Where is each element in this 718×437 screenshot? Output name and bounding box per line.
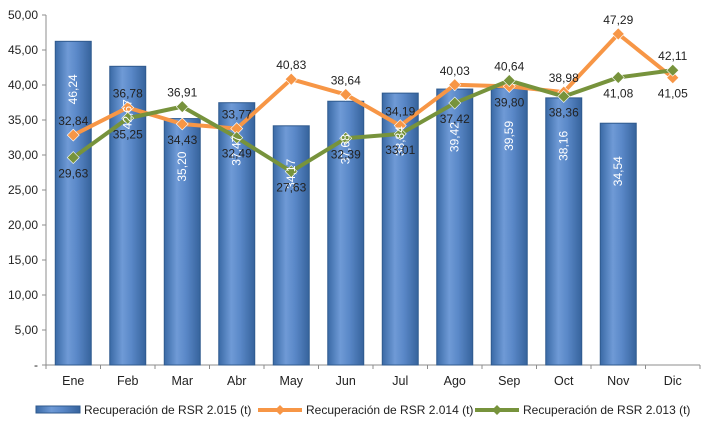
series-marker xyxy=(611,71,625,84)
line-data-label: 32,84 xyxy=(58,114,88,128)
line-data-label: 33,01 xyxy=(385,143,415,157)
series-marker xyxy=(339,131,353,145)
series-marker xyxy=(393,127,407,141)
x-tick-label: Nov xyxy=(607,374,630,388)
bar xyxy=(54,40,92,366)
series-marker xyxy=(230,131,244,144)
x-tick-label: Mar xyxy=(171,374,193,388)
legend-swatch xyxy=(35,405,81,414)
bar-data-label: 34,54 xyxy=(611,156,625,186)
series-marker xyxy=(175,117,189,131)
series-marker xyxy=(448,78,462,92)
bar-data-label: 42,67 xyxy=(121,99,135,129)
axes: - 5,00 10,00 15,00 20,00 25,00 30,00 35,00 40,00… xyxy=(8,8,701,388)
x-tick-label: Jun xyxy=(336,374,356,388)
bar-data-label: 37,47 xyxy=(230,135,244,165)
legend-marker xyxy=(492,405,502,415)
bar-data-label: 35,20 xyxy=(175,151,189,181)
line-data-label: 32,49 xyxy=(222,147,252,161)
line-data-label: 41,05 xyxy=(658,87,688,101)
line-data-label: 42,11 xyxy=(658,49,687,63)
x-tick-label: Dic xyxy=(664,374,682,388)
line-data-label: 40,64 xyxy=(494,60,524,74)
x-tick-label: Sep xyxy=(498,374,520,388)
line-data-label: 37,42 xyxy=(440,112,470,126)
y-tick-label: 10,00 xyxy=(8,288,38,302)
line-data-label: 38,36 xyxy=(549,105,579,119)
y-tick-label: 20,00 xyxy=(8,218,38,232)
bar xyxy=(545,97,583,366)
series-marker xyxy=(666,71,680,85)
line-data-label: 34,19 xyxy=(385,105,415,119)
x-tick-label: Oct xyxy=(554,374,574,388)
bar-data-label: 38,16 xyxy=(557,131,571,161)
line-data-label: 35,25 xyxy=(113,127,143,141)
series-marker xyxy=(611,27,625,41)
line-data-label: 41,08 xyxy=(603,86,633,100)
line-data-label: 38,64 xyxy=(331,74,361,88)
data-labels: 46,24 42,67 35,20 37,47 34,17 37,68 38,84 39,42… xyxy=(58,13,688,195)
series-marker xyxy=(175,100,189,114)
bar xyxy=(490,87,528,366)
bar-data-label: 34,17 xyxy=(284,158,298,188)
legend-label: Recuperación de RSR 2.013 (t) xyxy=(523,403,690,417)
x-tick-label: Ago xyxy=(444,374,466,388)
series-marker xyxy=(66,151,80,165)
y-tick-label: 25,00 xyxy=(8,183,38,197)
bar-data-label: 39,59 xyxy=(502,121,516,151)
series-line xyxy=(72,31,675,137)
series-marker xyxy=(284,165,298,179)
y-tick-label: 5,00 xyxy=(15,323,39,337)
x-tick-label: Feb xyxy=(117,374,139,388)
series-marker xyxy=(557,90,571,103)
line-data-label: 34,43 xyxy=(167,133,197,147)
bar xyxy=(599,122,637,366)
series-marker xyxy=(121,111,135,125)
x-tick-label: Ene xyxy=(62,374,84,388)
line-data-label: 29,63 xyxy=(58,167,88,181)
line-data-label: 38,98 xyxy=(549,71,579,85)
line-data-label: 36,91 xyxy=(167,86,197,100)
series-line xyxy=(72,68,674,174)
series-marker xyxy=(284,72,298,86)
line-data-label: 36,78 xyxy=(113,87,143,101)
line-data-label: 47,29 xyxy=(603,13,633,27)
line-data-label: 39,80 xyxy=(494,95,524,109)
series-marker xyxy=(339,88,353,101)
y-tick-label: 35,00 xyxy=(8,113,38,127)
legend-marker xyxy=(275,405,285,415)
line-data-label: 27,63 xyxy=(276,181,306,195)
y-tick-label: 30,00 xyxy=(8,148,38,162)
line-series xyxy=(66,27,680,179)
bar xyxy=(163,118,201,366)
y-tick-label: 45,00 xyxy=(8,43,38,57)
x-tick-label: May xyxy=(279,374,303,388)
x-tick-label: Jul xyxy=(392,374,408,388)
y-tick-label: - xyxy=(34,358,38,372)
bar-data-label: 39,42 xyxy=(448,122,462,152)
legend: Recuperación de RSR 2.015 (t) Recuperació… xyxy=(35,403,690,417)
bar-data-label: 46,24 xyxy=(66,74,80,104)
line-data-label: 32,39 xyxy=(331,147,361,161)
legend-label: Recuperación de RSR 2.015 (t) xyxy=(84,403,251,417)
series-marker xyxy=(66,128,80,142)
bar-data-label: 37,68 xyxy=(339,134,353,164)
line-data-label: 40,83 xyxy=(276,58,306,72)
x-tick-label: Abr xyxy=(227,374,246,388)
bar-series xyxy=(54,40,637,366)
line-data-label: 40,03 xyxy=(440,64,470,78)
bar-data-label: 38,84 xyxy=(393,126,407,156)
series-marker xyxy=(666,63,680,77)
bar xyxy=(436,88,474,366)
series-marker xyxy=(448,96,462,110)
line-data-label: 33,77 xyxy=(222,108,252,122)
y-tick-label: 40,00 xyxy=(8,78,38,92)
y-tick-label: 50,00 xyxy=(8,8,38,22)
y-tick-label: 15,00 xyxy=(8,253,38,267)
series-marker xyxy=(502,74,516,87)
legend-label: Recuperación de RSR 2.014 (t) xyxy=(306,403,473,417)
